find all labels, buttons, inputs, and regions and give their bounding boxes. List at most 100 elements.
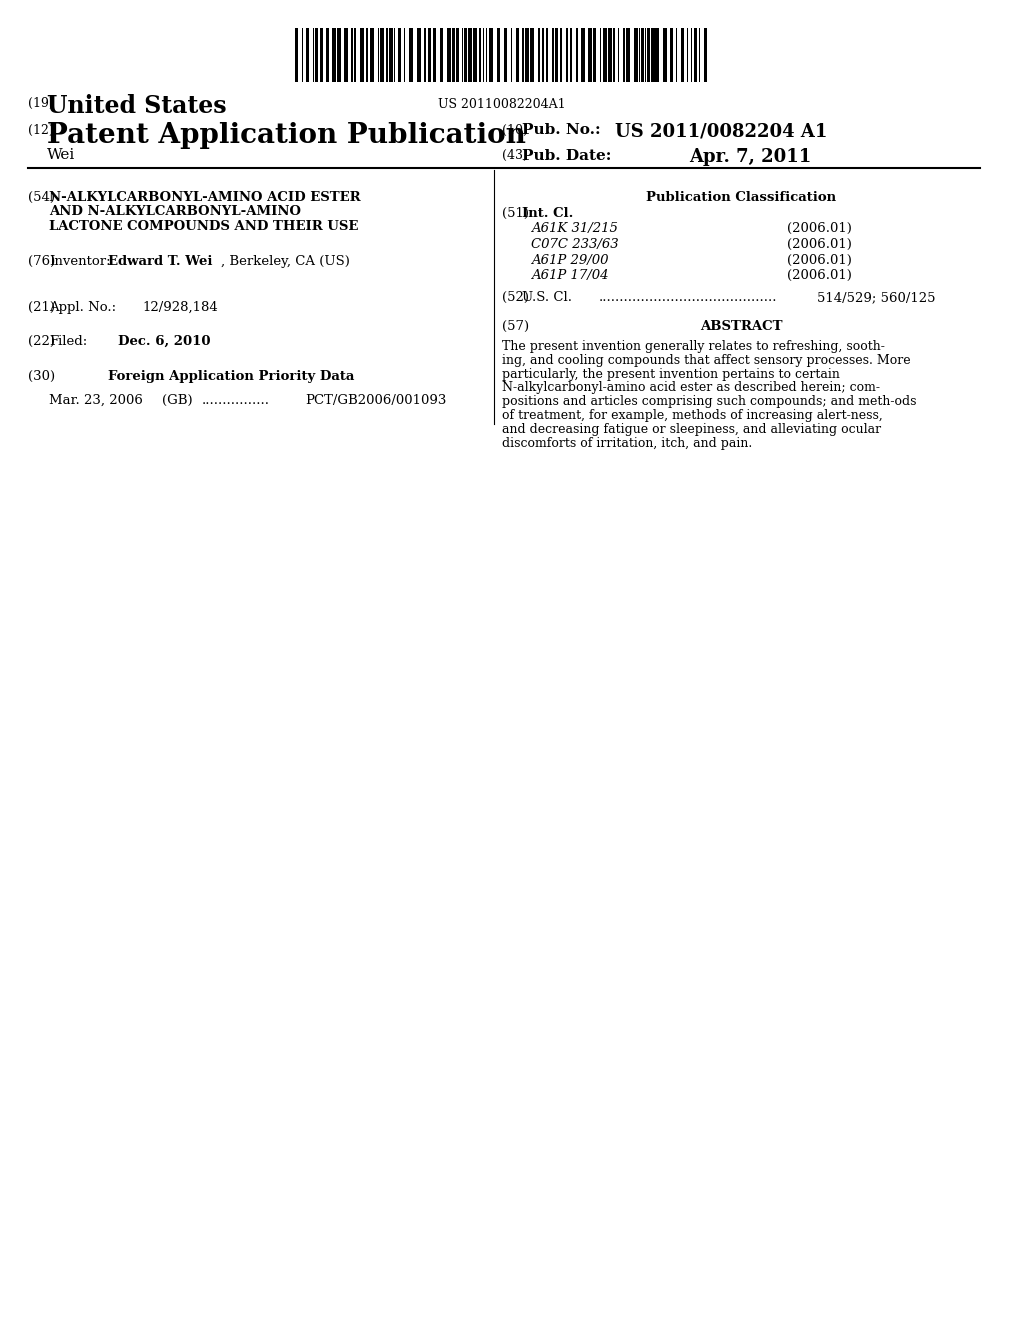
Bar (543, 28, 545, 82)
Text: (2006.01): (2006.01) (787, 253, 852, 267)
Bar (489, 28, 494, 82)
Bar (351, 28, 353, 82)
Text: PCT/GB2006/001093: PCT/GB2006/001093 (305, 395, 446, 408)
Bar (380, 28, 384, 82)
Bar (566, 28, 568, 82)
Bar (295, 28, 298, 82)
Bar (575, 28, 578, 82)
Bar (418, 28, 421, 82)
Text: ................: ................ (202, 395, 269, 408)
Text: (2006.01): (2006.01) (787, 222, 852, 235)
Text: Wei: Wei (47, 148, 76, 162)
Text: discomforts of irritation, itch, and pain.: discomforts of irritation, itch, and pai… (502, 437, 753, 450)
Bar (671, 28, 673, 82)
Bar (497, 28, 500, 82)
Bar (337, 28, 341, 82)
Text: ABSTRACT: ABSTRACT (699, 321, 782, 334)
Text: 514/529; 560/125: 514/529; 560/125 (817, 290, 935, 304)
Text: Pub. Date:: Pub. Date: (521, 149, 611, 164)
Bar (694, 28, 696, 82)
Text: and decreasing fatigue or sleepiness, and alleviating ocular: and decreasing fatigue or sleepiness, an… (502, 422, 881, 436)
Text: Appl. No.:: Appl. No.: (49, 301, 117, 314)
Bar (370, 28, 374, 82)
Bar (354, 28, 356, 82)
Bar (428, 28, 431, 82)
Text: US 2011/0082204 A1: US 2011/0082204 A1 (615, 123, 827, 141)
Bar (623, 28, 625, 82)
Text: (22): (22) (28, 335, 54, 348)
Bar (539, 28, 541, 82)
Bar (646, 28, 649, 82)
Text: (GB): (GB) (163, 395, 193, 408)
Text: ..........................................: ........................................… (598, 290, 777, 304)
Bar (389, 28, 392, 82)
Text: (19): (19) (28, 98, 53, 110)
Bar (516, 28, 519, 82)
Bar (603, 28, 607, 82)
Bar (608, 28, 612, 82)
Text: (43): (43) (502, 149, 527, 162)
Text: , Berkeley, CA (US): , Berkeley, CA (US) (221, 255, 350, 268)
Bar (456, 28, 459, 82)
Bar (664, 28, 668, 82)
Bar (319, 28, 323, 82)
Bar (521, 28, 523, 82)
Bar (344, 28, 348, 82)
Bar (681, 28, 684, 82)
Bar (703, 28, 707, 82)
Bar (464, 28, 467, 82)
Bar (655, 28, 659, 82)
Bar (473, 28, 477, 82)
Bar (479, 28, 481, 82)
Bar (367, 28, 368, 82)
Bar (332, 28, 336, 82)
Bar (440, 28, 443, 82)
Text: Mar. 23, 2006: Mar. 23, 2006 (49, 395, 143, 408)
Bar (626, 28, 630, 82)
Text: of treatment, for example, methods of increasing alert-ness,: of treatment, for example, methods of in… (502, 409, 883, 422)
Text: (52): (52) (502, 290, 529, 304)
Bar (433, 28, 436, 82)
Text: Foreign Application Priority Data: Foreign Application Priority Data (109, 370, 354, 383)
Text: US 20110082204A1: US 20110082204A1 (438, 98, 566, 111)
Bar (588, 28, 592, 82)
Text: U.S. Cl.: U.S. Cl. (521, 290, 571, 304)
Text: LACTONE COMPOUNDS AND THEIR USE: LACTONE COMPOUNDS AND THEIR USE (49, 220, 358, 234)
Text: Inventor:: Inventor: (49, 255, 111, 268)
Bar (452, 28, 455, 82)
Bar (613, 28, 615, 82)
Text: (76): (76) (28, 255, 55, 268)
Text: positions and articles comprising such compounds; and meth-ods: positions and articles comprising such c… (502, 395, 916, 408)
Text: (54): (54) (28, 190, 54, 203)
Bar (581, 28, 585, 82)
Text: A61P 29/00: A61P 29/00 (531, 253, 609, 267)
Text: (2006.01): (2006.01) (787, 238, 852, 251)
Text: Dec. 6, 2010: Dec. 6, 2010 (118, 335, 211, 348)
Bar (570, 28, 571, 82)
Bar (634, 28, 638, 82)
Text: Edward T. Wei: Edward T. Wei (109, 255, 213, 268)
Bar (530, 28, 535, 82)
Text: (21): (21) (28, 301, 54, 314)
Bar (560, 28, 562, 82)
Bar (386, 28, 388, 82)
Bar (552, 28, 554, 82)
Text: N-alkylcarbonyl-amino acid ester as described herein; com-: N-alkylcarbonyl-amino acid ester as desc… (502, 381, 880, 395)
Text: AND N-ALKYLCARBONYL-AMINO: AND N-ALKYLCARBONYL-AMINO (49, 206, 301, 218)
Text: Publication Classification: Publication Classification (646, 190, 837, 203)
Text: (10): (10) (502, 124, 527, 136)
Text: (57): (57) (502, 321, 529, 334)
Text: particularly, the present invention pertains to certain: particularly, the present invention pert… (502, 368, 840, 380)
Text: A61K 31/215: A61K 31/215 (531, 222, 618, 235)
Text: (12): (12) (28, 124, 53, 136)
Bar (397, 28, 400, 82)
Text: United States: United States (47, 94, 227, 117)
Bar (641, 28, 644, 82)
Text: Patent Application Publication: Patent Application Publication (47, 121, 526, 149)
Bar (306, 28, 309, 82)
Bar (524, 28, 528, 82)
Text: Apr. 7, 2011: Apr. 7, 2011 (689, 148, 811, 166)
Bar (469, 28, 472, 82)
Text: A61P 17/04: A61P 17/04 (531, 269, 609, 282)
Text: (2006.01): (2006.01) (787, 269, 852, 282)
